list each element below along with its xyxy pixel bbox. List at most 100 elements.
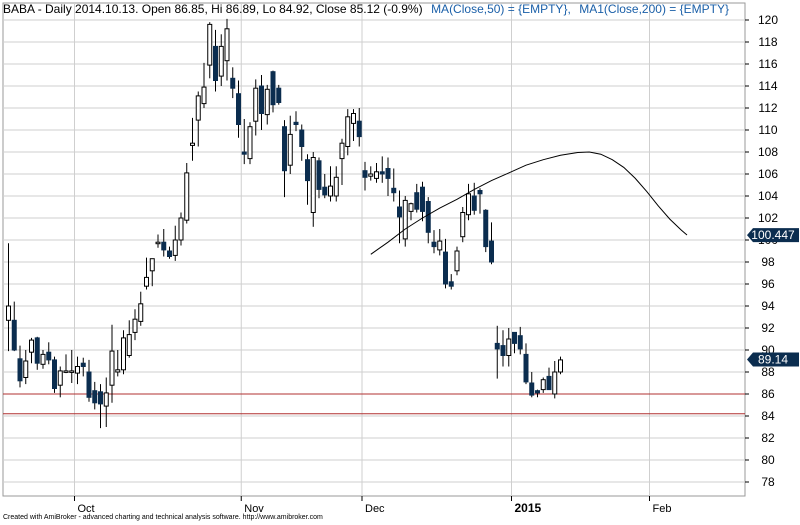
- candle: [80, 357, 86, 377]
- candle-body: [144, 276, 149, 287]
- y-tick-label: 86: [761, 387, 775, 401]
- candle-body: [316, 160, 322, 190]
- candle: [328, 166, 333, 202]
- candle: [218, 34, 224, 86]
- candle: [63, 354, 69, 374]
- x-tick-label: Dec: [365, 503, 385, 515]
- candle-body: [402, 199, 408, 240]
- header-ma50: MA(Close,50) = {EMPTY},: [431, 2, 571, 16]
- candle: [443, 238, 448, 289]
- candle: [494, 325, 500, 379]
- candle-body: [448, 281, 454, 287]
- candle-body: [466, 193, 471, 216]
- candle-body: [276, 87, 282, 103]
- y-tick-label: 116: [758, 57, 777, 71]
- candle-body: [414, 192, 420, 210]
- candle-body: [512, 331, 517, 344]
- candle: [172, 225, 178, 261]
- candle-body: [546, 375, 552, 391]
- candle: [92, 381, 98, 410]
- candle-body: [247, 126, 253, 160]
- price-axis: 7880828486889092949698100102104106108110…: [745, 13, 778, 489]
- candle: [57, 366, 63, 398]
- y-tick-label: 102: [758, 211, 778, 225]
- last-value-badges: 100.447 89.14: [747, 228, 799, 367]
- candle: [368, 166, 374, 181]
- candle: [115, 350, 121, 377]
- candle: [362, 161, 368, 191]
- y-tick-label: 88: [761, 365, 775, 379]
- candle-body: [11, 319, 17, 351]
- candle-body: [552, 371, 558, 395]
- last-value-badge: 89.14: [747, 352, 799, 367]
- candle: [471, 182, 477, 215]
- candle: [236, 80, 241, 138]
- candle: [523, 343, 529, 385]
- candle: [402, 196, 408, 247]
- candle: [144, 257, 149, 290]
- candle: [310, 152, 316, 227]
- y-tick-label: 112: [758, 101, 777, 115]
- candle-body: [52, 359, 57, 389]
- candle: [506, 328, 512, 367]
- candle-body: [500, 345, 506, 357]
- candle-body: [115, 369, 121, 373]
- badge-shape: [747, 352, 799, 367]
- candle-body: [523, 353, 529, 383]
- y-tick-label: 110: [758, 123, 777, 137]
- candle-body: [236, 93, 241, 125]
- candle-body: [379, 171, 385, 175]
- candle-body: [63, 370, 69, 373]
- candle: [195, 91, 201, 147]
- candle: [253, 79, 259, 136]
- candle-body: [155, 241, 161, 245]
- chart-header: BABA - Daily 2014.10.13. Open 86.85, Hi …: [3, 0, 729, 17]
- candlesticks: [6, 18, 563, 429]
- candle: [103, 377, 109, 427]
- y-tick-label: 98: [761, 255, 775, 269]
- candle: [11, 301, 17, 352]
- support-lines: [3, 393, 745, 415]
- y-tick-label: 118: [758, 35, 777, 49]
- candle-body: [264, 88, 270, 116]
- date-grid-lines: [74, 3, 650, 496]
- candle: [391, 168, 397, 202]
- candle-body: [494, 342, 500, 350]
- candle: [29, 337, 34, 364]
- candle-body: [362, 170, 368, 178]
- date-axis: Oct Nov Dec 2015 Feb: [74, 496, 671, 515]
- candle-body: [483, 209, 489, 248]
- candle-body: [149, 258, 155, 272]
- candle: [230, 67, 236, 99]
- candle: [431, 230, 437, 254]
- candle: [282, 120, 287, 198]
- candle: [437, 229, 443, 256]
- candle: [333, 166, 339, 202]
- candle-body: [397, 206, 402, 218]
- candle-body: [299, 129, 305, 147]
- candle-body: [98, 391, 103, 405]
- candle: [558, 356, 563, 375]
- candle: [167, 246, 172, 259]
- candle: [155, 234, 161, 248]
- candle: [109, 324, 115, 403]
- candle-body: [201, 86, 207, 105]
- candle-body: [443, 251, 448, 285]
- candle: [305, 154, 310, 205]
- candle-body: [437, 240, 443, 251]
- candle-body: [132, 318, 138, 333]
- candle-body: [287, 133, 293, 166]
- candle-body: [477, 190, 483, 195]
- candle-body: [374, 171, 379, 179]
- x-tick-label: Oct: [78, 503, 95, 515]
- header-ma200: MA1(Close,200) = {EMPTY}: [579, 2, 729, 16]
- candle-body: [420, 186, 425, 212]
- candle-body: [270, 71, 276, 106]
- candle-body: [80, 362, 86, 368]
- candle: [224, 18, 230, 81]
- candle: [121, 330, 126, 375]
- grid-lines: [2, 2, 746, 497]
- candle-body: [103, 392, 109, 407]
- last-value-badge: 100.447: [747, 228, 799, 243]
